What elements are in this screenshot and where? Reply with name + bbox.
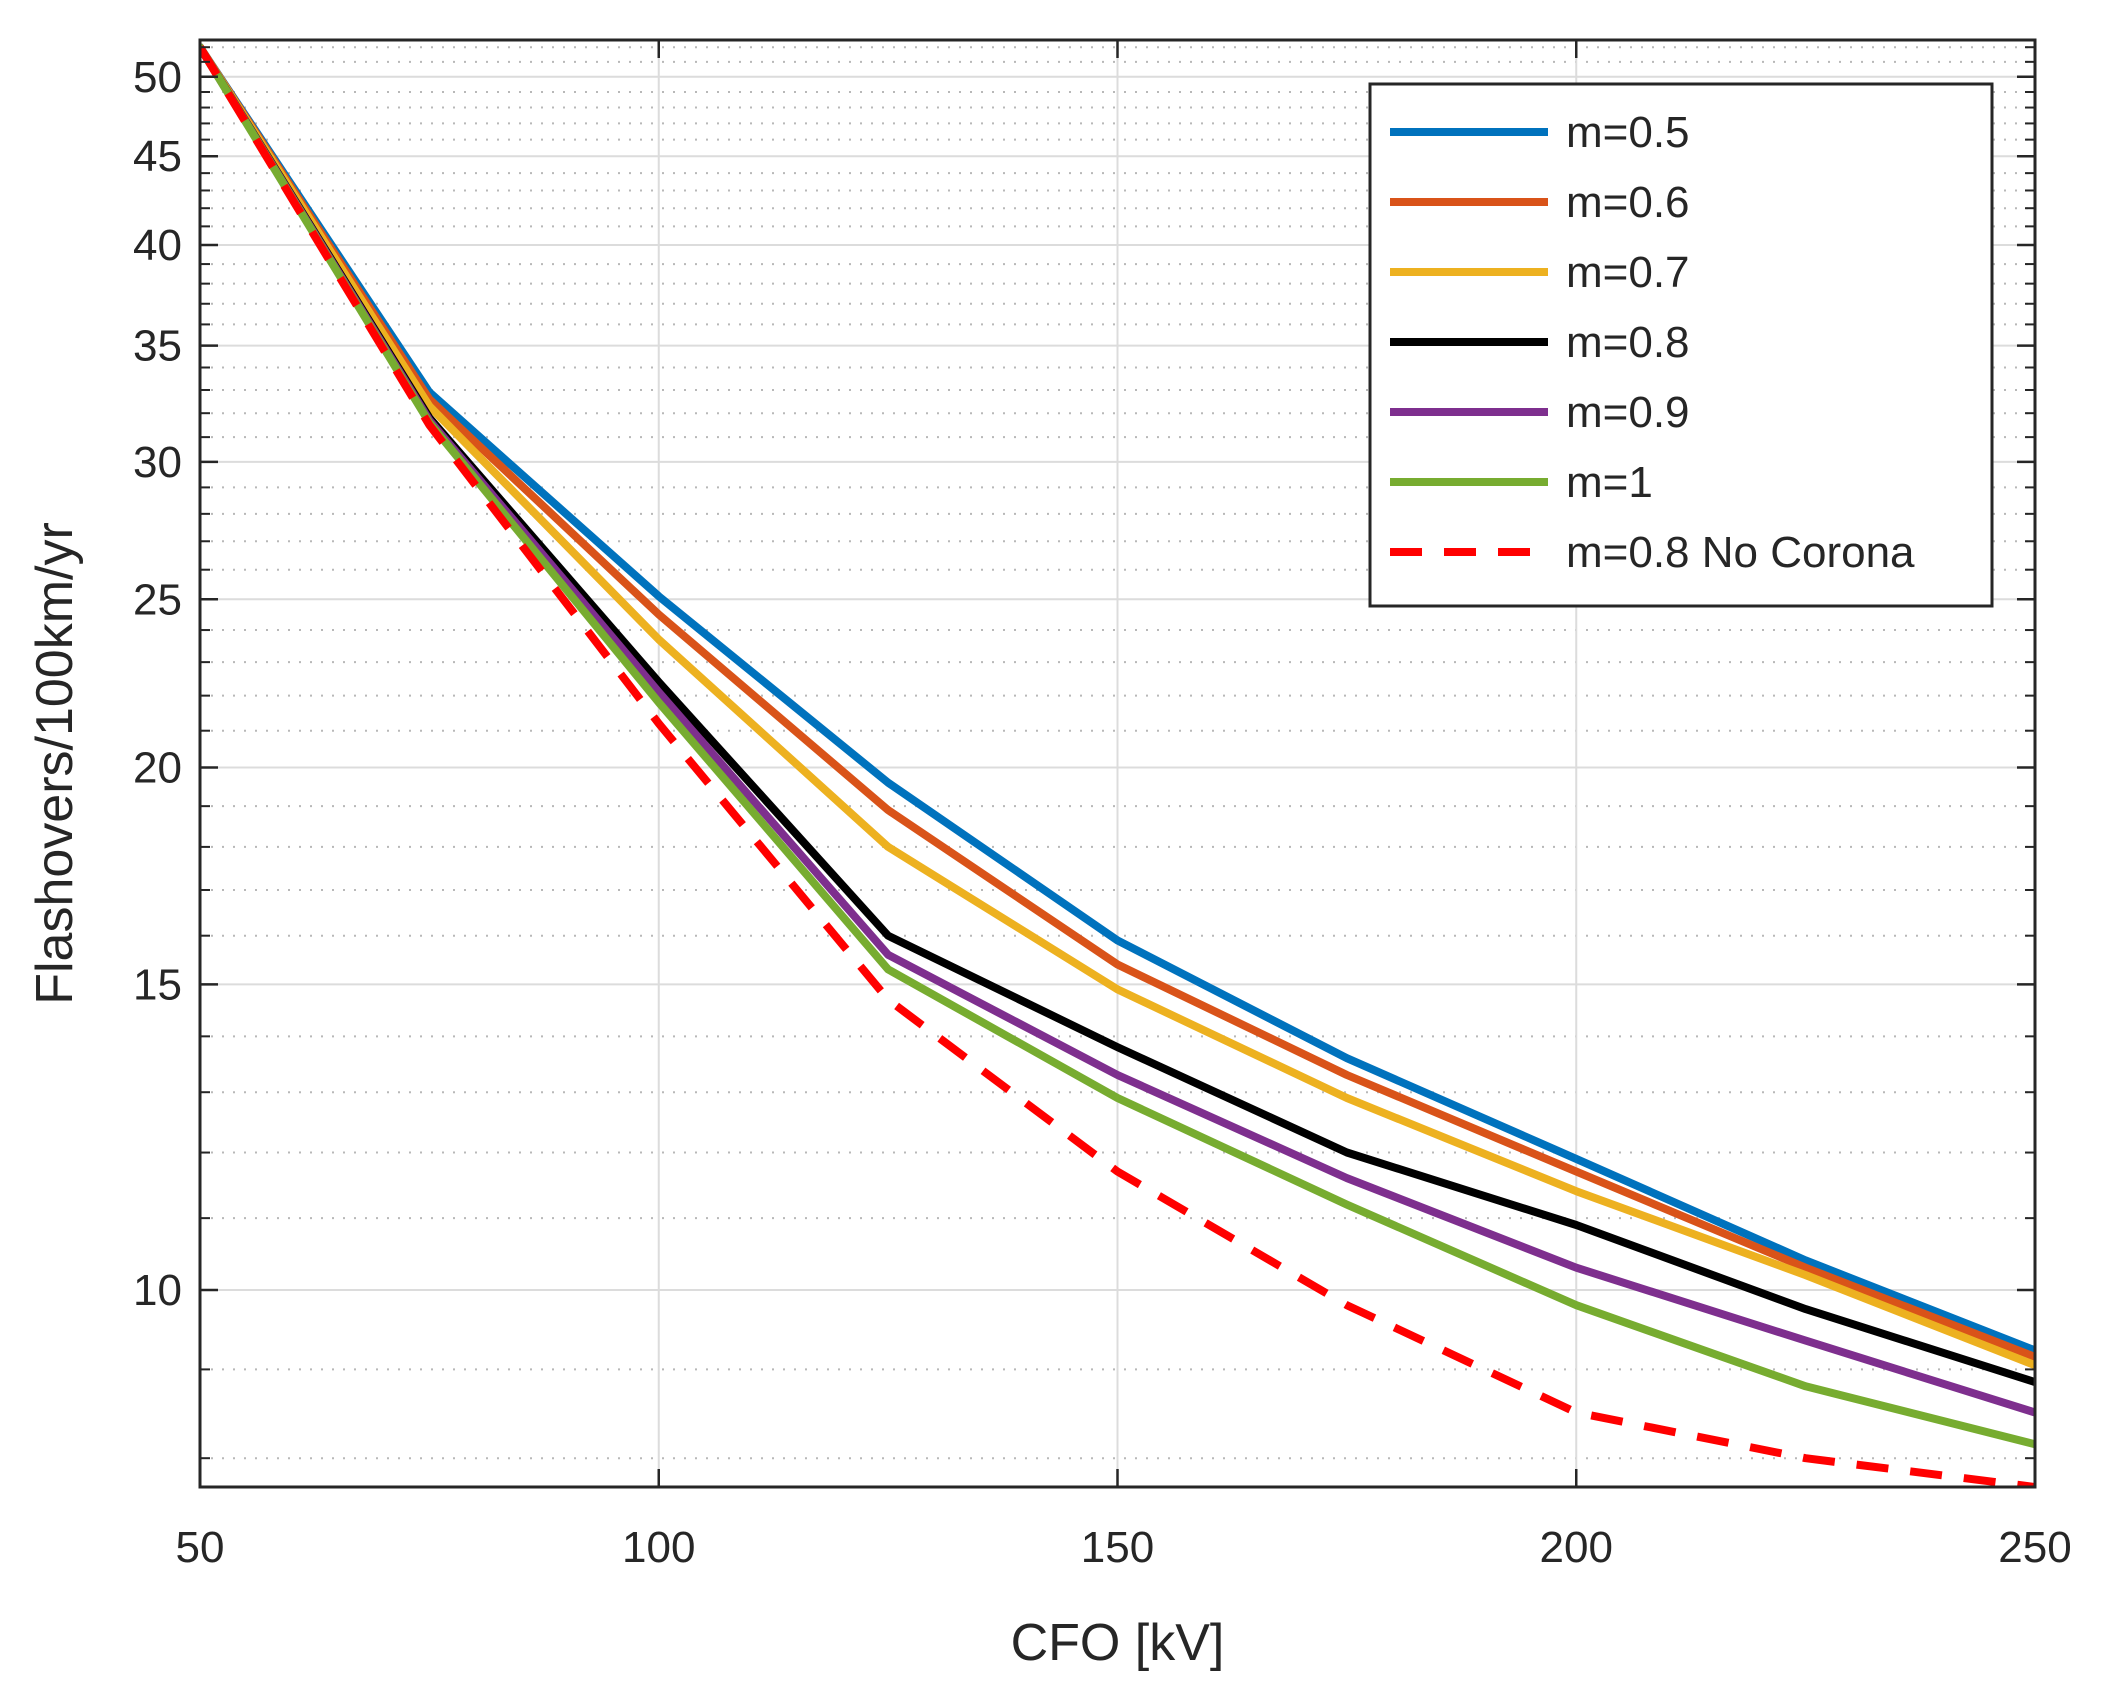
legend-label: m=0.6 [1566,178,1690,227]
legend: m=0.5 m=0.6 m=0.7 m=0.8 m=0.9 m=1 m=0.8 No Cor… [1368,82,1994,608]
series-line-m-0-7 [200,43,2035,1370]
x-tick-label: 100 [622,1523,695,1572]
legend-label: m=0.7 [1566,248,1690,297]
legend-label: m=0.8 No Corona [1566,528,1915,577]
series-line-m-0-5 [200,43,2035,1355]
axis-ticks: 10 15 20 25 30 35 40 45 50 50 100 150 200 250 [133,40,2072,1572]
y-tick-label: 20 [133,743,182,792]
x-tick-label: 200 [1540,1523,1613,1572]
legend-label: m=0.9 [1566,388,1690,437]
y-axis-title: Flashovers/100km/yr [26,522,84,1005]
series-line-m-1 [200,43,2035,1449]
legend-label: m=0.8 [1566,318,1690,367]
x-tick-label: 50 [176,1523,225,1572]
series-line-m-0-8-no-corona [200,45,2035,1487]
x-tick-label: 150 [1081,1523,1154,1572]
y-tick-label: 30 [133,438,182,487]
series-line-m-0-6 [200,43,2035,1361]
y-tick-label: 50 [133,53,182,102]
y-tick-label: 15 [133,960,182,1009]
y-tick-label: 40 [133,221,182,270]
y-tick-label: 45 [133,132,182,181]
series-lines [200,43,2035,1487]
x-tick-label: 250 [1998,1523,2071,1572]
y-tick-label: 35 [133,322,182,371]
x-axis-title: CFO [kV] [1011,1614,1225,1672]
y-tick-label: 10 [133,1266,182,1315]
legend-label: m=1 [1566,458,1653,507]
legend-label: m=0.5 [1566,108,1690,157]
y-tick-label: 25 [133,575,182,624]
